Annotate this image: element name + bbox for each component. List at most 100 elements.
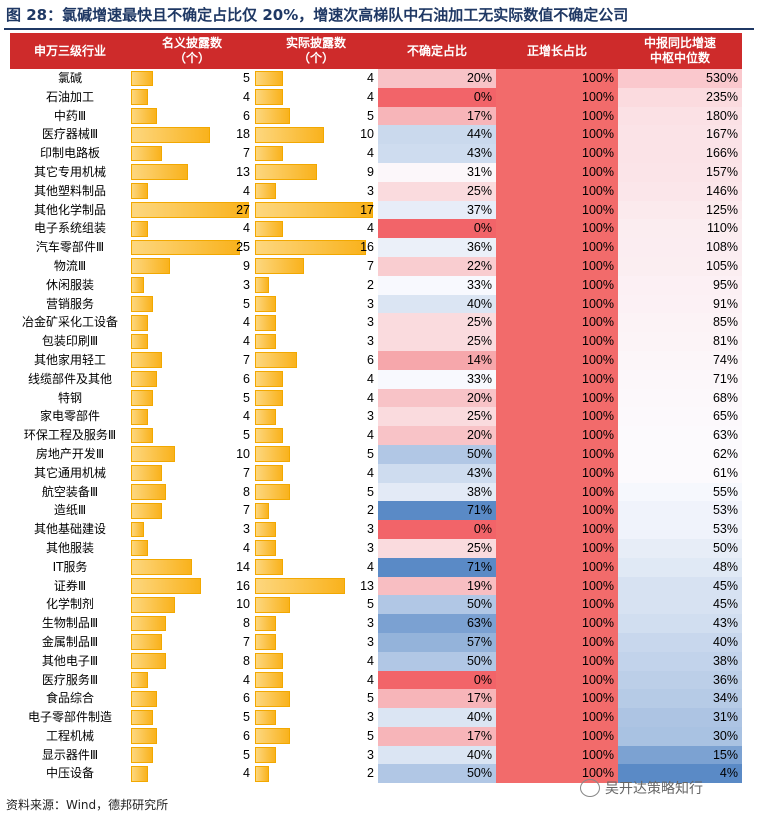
uncertain-cell: 71% (378, 501, 496, 521)
growth-value: 74% (712, 352, 738, 367)
positive-value: 100% (582, 597, 614, 612)
positive-value: 100% (582, 503, 614, 518)
uncertain-cell: 0% (378, 219, 496, 239)
growth-cell: 105% (618, 256, 742, 276)
uncertain-cell: 40% (378, 745, 496, 765)
growth-value: 30% (712, 728, 738, 743)
uncertain-cell: 25% (378, 181, 496, 201)
actual-cell: 4 (254, 652, 378, 671)
uncertain-value: 25% (466, 334, 492, 349)
actual-value: 4 (367, 221, 374, 236)
positive-cell: 100% (496, 162, 618, 182)
actual-value: 13 (360, 578, 374, 593)
actual-bar (255, 709, 276, 726)
nominal-value: 25 (236, 240, 250, 255)
actual-bar (255, 690, 290, 707)
positive-cell: 100% (496, 294, 618, 314)
actual-cell: 10 (254, 125, 378, 144)
nominal-cell: 4 (130, 332, 254, 351)
growth-cell: 38% (618, 651, 742, 671)
table-row: 汽车零部件Ⅲ 25 16 36% 100% 108% (10, 238, 742, 257)
uncertain-value: 50% (466, 446, 492, 461)
actual-bar (255, 672, 283, 688)
nominal-value: 5 (243, 390, 250, 405)
actual-bar (255, 578, 346, 594)
nominal-cell: 6 (130, 689, 254, 708)
nominal-value: 4 (243, 334, 250, 349)
uncertain-value: 20% (466, 428, 492, 443)
actual-value: 4 (367, 71, 374, 85)
uncertain-value: 71% (466, 559, 492, 574)
growth-value: 91% (712, 296, 738, 311)
table-row: 化学制剂 10 5 50% 100% 45% (10, 595, 742, 615)
table-row: 金属制品Ⅲ 7 3 57% 100% 40% (10, 632, 742, 652)
nominal-cell: 10 (130, 595, 254, 614)
nominal-value: 6 (243, 108, 250, 123)
nominal-value: 18 (236, 127, 250, 142)
actual-bar (255, 540, 276, 557)
actual-value: 3 (367, 183, 374, 198)
nominal-cell: 27 (130, 201, 254, 220)
nominal-value: 5 (243, 428, 250, 443)
industry-cell: 冶金矿采化工设备 (21, 315, 118, 330)
actual-bar (255, 220, 283, 237)
industry-cell: 中压设备 (45, 766, 94, 781)
industry-cell: 化学制剂 (45, 597, 94, 612)
nominal-bar (131, 747, 153, 763)
nominal-value: 14 (236, 559, 250, 574)
growth-value: 65% (712, 409, 738, 424)
growth-cell: 81% (618, 332, 742, 351)
nominal-value: 5 (243, 296, 250, 311)
positive-cell: 100% (496, 614, 618, 633)
actual-value: 4 (367, 390, 374, 405)
table-row: 特钢 5 4 20% 100% 68% (10, 388, 742, 408)
nominal-value: 7 (243, 503, 250, 518)
growth-value: 68% (712, 390, 738, 405)
industry-cell: 家电零部件 (39, 409, 100, 424)
nominal-value: 3 (243, 277, 250, 292)
nominal-bar (131, 765, 149, 782)
actual-value: 2 (367, 277, 374, 292)
uncertain-value: 43% (466, 146, 492, 161)
table-row: 其它通用机械 7 4 43% 100% 61% (10, 463, 742, 483)
industry-cell: 其它通用机械 (33, 465, 106, 480)
industry-cell: 石油加工 (45, 89, 94, 104)
positive-cell: 100% (496, 256, 618, 276)
table-row: 包装印刷Ⅲ 4 3 25% 100% 81% (10, 332, 742, 351)
actual-bar (255, 296, 276, 312)
header-industry: 申万三级行业 (33, 43, 106, 58)
nominal-bar (131, 70, 153, 87)
actual-cell: 5 (254, 483, 378, 502)
growth-value: 146% (706, 183, 738, 198)
actual-cell: 4 (254, 558, 378, 577)
actual-bar (255, 258, 304, 275)
nominal-value: 4 (243, 766, 250, 781)
table-row: 石油加工 4 4 0% 100% 235% (10, 87, 742, 107)
nominal-value: 10 (236, 446, 250, 461)
actual-bar (255, 89, 283, 106)
positive-cell: 100% (496, 670, 618, 690)
table-row: IT服务 14 4 71% 100% 48% (10, 557, 742, 577)
nominal-bar (131, 709, 153, 726)
actual-value: 2 (367, 766, 374, 781)
actual-cell: 6 (254, 351, 378, 370)
nominal-bar (131, 314, 149, 331)
nominal-cell: 6 (130, 107, 254, 126)
nominal-value: 4 (243, 183, 250, 198)
table-row: 其他服装 4 3 25% 100% 50% (10, 538, 742, 558)
uncertain-value: 57% (466, 634, 492, 649)
positive-cell: 100% (496, 144, 618, 163)
actual-cell: 4 (254, 370, 378, 389)
uncertain-cell: 50% (378, 651, 496, 671)
nominal-cell: 4 (130, 539, 254, 558)
nominal-bar (131, 126, 210, 143)
nominal-cell: 4 (130, 219, 254, 238)
uncertain-cell: 20% (378, 426, 496, 445)
actual-cell: 3 (254, 313, 378, 332)
positive-cell: 100% (496, 181, 618, 201)
growth-value: 43% (712, 616, 738, 631)
positive-value: 100% (582, 747, 614, 762)
uncertain-cell: 31% (378, 162, 496, 182)
actual-value: 7 (367, 258, 374, 273)
uncertain-cell: 50% (378, 595, 496, 615)
